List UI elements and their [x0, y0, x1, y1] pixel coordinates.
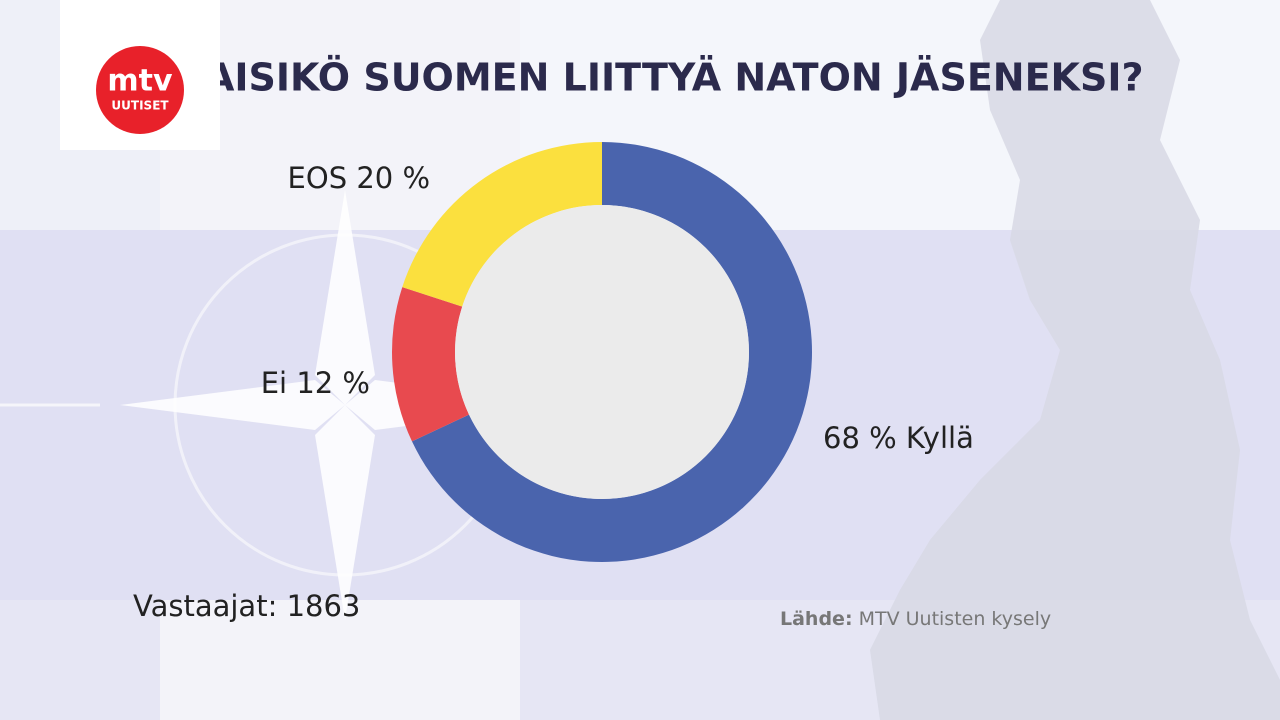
donut	[392, 142, 812, 562]
logo-sub: UUTISET	[111, 99, 169, 113]
source-label: Lähde:	[780, 608, 853, 630]
donut-slice	[402, 142, 602, 307]
logo-mark: mtv	[107, 64, 173, 99]
chart-title: AISIKÖ SUOMEN LIITTYÄ NATON JÄSENEKSI?	[205, 56, 1144, 100]
data-label: 68 % Kyllä	[823, 421, 974, 455]
donut-hole	[455, 205, 749, 499]
data-label: EOS 20 %	[288, 161, 430, 195]
donut-slice	[411, 142, 812, 562]
data-label: Ei 12 %	[261, 366, 370, 400]
source-text: MTV Uutisten kysely	[859, 608, 1052, 630]
respondents: Vastaajat: 1863	[133, 589, 360, 623]
logo: mtv UUTISET	[60, 0, 220, 150]
donut-slice	[392, 287, 469, 442]
source: Lähde: MTV Uutisten kysely	[780, 608, 1051, 630]
